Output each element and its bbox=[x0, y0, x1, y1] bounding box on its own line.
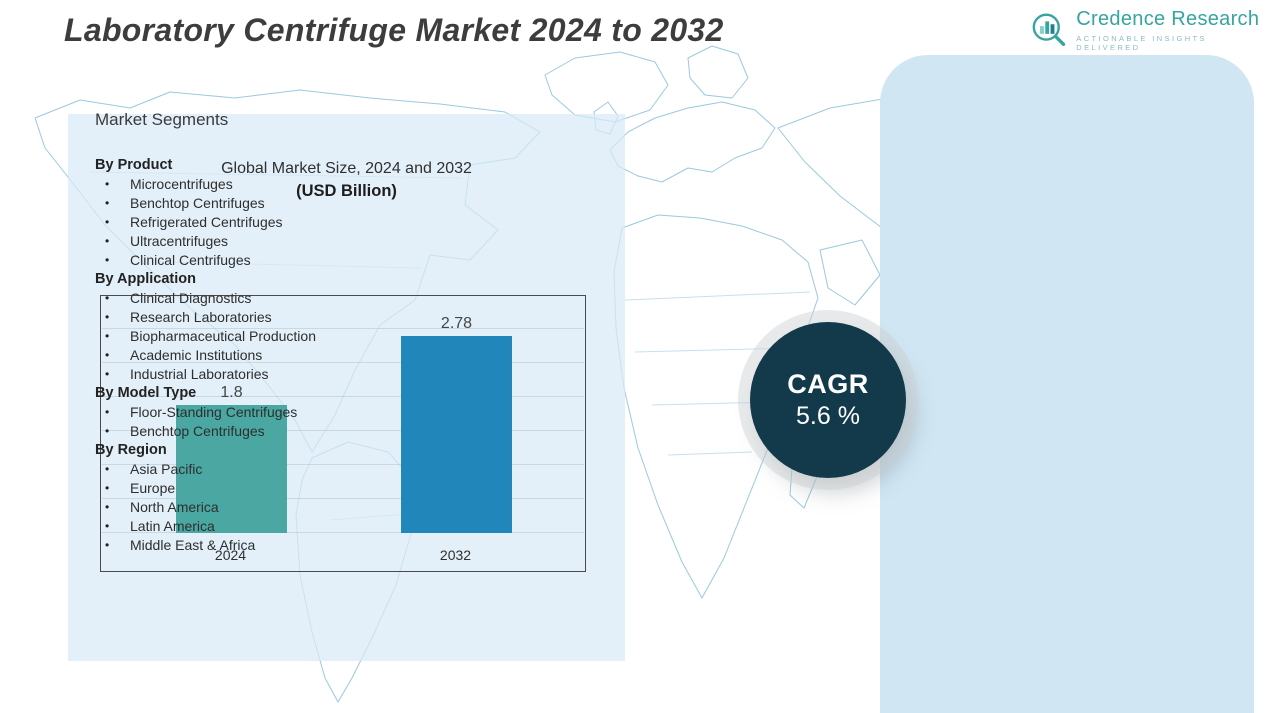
cagr-label: CAGR bbox=[787, 369, 869, 399]
segment-item-label: Ultracentrifuges bbox=[130, 233, 229, 249]
segment-item: Floor-Standing Centrifuges bbox=[95, 403, 1251, 422]
segment-item-label: Benchtop Centrifuges bbox=[130, 195, 265, 211]
segment-item-label: Biopharmaceutical Production bbox=[130, 328, 316, 344]
segment-item: Research Laboratories bbox=[95, 308, 1251, 327]
segment-group-by-product: By Product Microcentrifuges Benchtop Cen… bbox=[95, 156, 1251, 270]
cagr-badge: CAGR 5.6 % bbox=[750, 322, 906, 478]
segment-item-label: Microcentrifuges bbox=[130, 176, 233, 192]
chart-title-text: Global Market Size, 2024 and 2032 bbox=[221, 160, 472, 177]
segment-group-by-application: By Application Clinical Diagnostics Rese… bbox=[95, 270, 1251, 384]
segment-item-label: Latin America bbox=[130, 518, 215, 534]
logo-text: Credence Research Actionable Insights De… bbox=[1076, 8, 1267, 52]
segment-item: Asia Pacific bbox=[95, 460, 1251, 479]
logo-name: Credence Research bbox=[1076, 8, 1260, 30]
segment-item: Middle East & Africa bbox=[95, 536, 1251, 555]
segments-title: Market Segments bbox=[95, 110, 229, 129]
segment-group-label: By Region bbox=[95, 442, 167, 458]
segment-item-label: Research Laboratories bbox=[130, 309, 272, 325]
segment-item: North America bbox=[95, 498, 1251, 517]
segment-group-by-model-type: By Model Type Floor-Standing Centrifuges… bbox=[95, 384, 1251, 441]
segment-item: Industrial Laboratories bbox=[95, 365, 1251, 384]
segment-item-label: Refrigerated Centrifuges bbox=[130, 214, 283, 230]
segment-item-label: Floor-Standing Centrifuges bbox=[130, 404, 298, 420]
segment-item-label: Benchtop Centrifuges bbox=[130, 423, 265, 439]
segment-item: Latin America bbox=[95, 517, 1251, 536]
segment-group-label: By Application bbox=[95, 271, 196, 287]
segment-item-label: Clinical Centrifuges bbox=[130, 252, 251, 268]
segment-item: Refrigerated Centrifuges bbox=[95, 213, 1251, 232]
segment-item: Clinical Centrifuges bbox=[95, 251, 1251, 270]
page-title: Laboratory Centrifuge Market 2024 to 203… bbox=[64, 12, 724, 48]
segment-item-label: Academic Institutions bbox=[130, 347, 263, 363]
market-segments-panel bbox=[880, 55, 1254, 713]
segment-item: Biopharmaceutical Production bbox=[95, 327, 1251, 346]
segment-item: Academic Institutions bbox=[95, 346, 1251, 365]
cagr-value: 5.6 % bbox=[796, 402, 860, 430]
segment-item-label: Industrial Laboratories bbox=[130, 366, 269, 382]
bar-value-2024: 1.8 bbox=[220, 384, 243, 401]
logo-tagline: Actionable Insights Delivered bbox=[1076, 34, 1207, 52]
market-segments-content: Market Segments By Product Microcentrifu… bbox=[95, 110, 1251, 555]
segment-item-label: Asia Pacific bbox=[130, 461, 203, 477]
segment-item: Benchtop Centrifuges bbox=[95, 194, 1251, 213]
segment-item-label: Europe bbox=[130, 480, 176, 496]
segment-group-by-region: By Region Asia Pacific Europe North Amer… bbox=[95, 441, 1251, 555]
segment-item-label: North America bbox=[130, 499, 219, 515]
segment-group-label: By Product bbox=[95, 157, 173, 173]
segment-item-label: Clinical Diagnostics bbox=[130, 290, 252, 306]
segment-item: Benchtop Centrifuges bbox=[95, 422, 1251, 441]
segment-item: Europe bbox=[95, 479, 1251, 498]
credence-research-logo: Credence Research Actionable Insights De… bbox=[1030, 8, 1267, 52]
segment-item: Clinical Diagnostics bbox=[95, 289, 1251, 308]
scandinavia-outline bbox=[687, 45, 749, 99]
segment-group-label: By Model Type bbox=[95, 385, 197, 401]
segment-item-label: Middle East & Africa bbox=[130, 537, 256, 553]
segment-item: Ultracentrifuges bbox=[95, 232, 1251, 251]
greenland-outline bbox=[544, 51, 669, 123]
credence-research-logo-icon bbox=[1032, 13, 1066, 47]
segment-item: Microcentrifuges bbox=[95, 175, 1251, 194]
